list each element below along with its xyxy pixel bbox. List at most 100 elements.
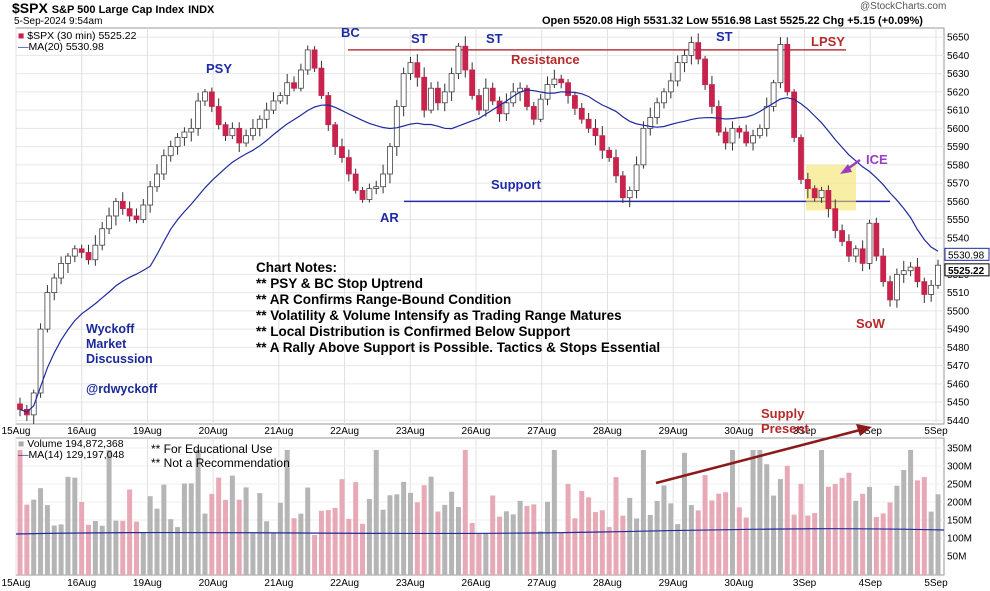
volume-bar: [113, 520, 119, 575]
candle-body: [914, 266, 921, 283]
volume-bar: [120, 520, 126, 575]
volume-bar: [243, 487, 249, 575]
candle-body: [839, 230, 845, 242]
candle-body: [496, 100, 503, 115]
candle-body: [393, 106, 400, 148]
candle-body: [352, 173, 359, 191]
volume-x-tick-label: 30Aug: [724, 578, 753, 589]
candle-body: [654, 102, 661, 118]
candle-body: [92, 244, 99, 261]
candle-body: [51, 277, 58, 294]
candle-body: [928, 284, 935, 295]
volume-bar: [812, 513, 818, 575]
volume-bar: [298, 513, 304, 575]
volume-bar: [860, 493, 866, 575]
volume-bar: [17, 450, 23, 575]
volume-bar: [551, 450, 557, 575]
volume-bar: [229, 475, 235, 575]
volume-bar: [86, 524, 92, 575]
x-tick-label: 23Aug: [396, 426, 425, 437]
volume-bar: [154, 508, 160, 575]
candle-body: [119, 200, 126, 210]
volume-bar: [702, 475, 708, 575]
note-line-1: ** PSY & BC Stop Uptrend: [256, 276, 424, 291]
volume-bar: [469, 522, 475, 575]
candle-body: [866, 222, 873, 264]
volume-bar: [421, 485, 427, 575]
candle-body: [421, 76, 428, 111]
candle-body: [154, 173, 160, 188]
volume-bar: [332, 507, 338, 575]
candle-body: [619, 175, 626, 199]
volume-bar: [634, 518, 640, 575]
volume-legend-label: Volume 194,872,368: [27, 438, 124, 450]
volume-bar: [428, 476, 434, 575]
label-psy: PSY: [206, 61, 233, 76]
candle-body: [921, 281, 928, 295]
price-tick-label: 5610: [947, 106, 970, 117]
candle-body: [585, 118, 592, 129]
volume-bar: [305, 487, 311, 575]
volume-bar: [168, 519, 174, 575]
volume-bar: [503, 511, 509, 575]
candle-body: [30, 392, 37, 416]
price-tick-label: 5490: [947, 325, 970, 336]
x-tick-label: 27Aug: [527, 426, 556, 437]
price-tick-label: 5440: [947, 416, 970, 427]
candle-body: [195, 100, 202, 129]
candle-body: [544, 84, 551, 100]
volume-bar: [928, 511, 934, 575]
price-tick-label: 5500: [947, 306, 970, 317]
candle-body: [750, 135, 756, 144]
candle-body: [380, 173, 386, 188]
volume-bar: [65, 476, 71, 575]
volume-bar: [531, 504, 537, 575]
price-tick-label: 5620: [947, 87, 970, 98]
volume-bar: [771, 495, 777, 575]
candle-body: [174, 137, 181, 148]
candle-body: [606, 149, 613, 158]
candle-body: [304, 49, 311, 71]
label-bc: BC: [341, 25, 360, 40]
volume-bar: [264, 521, 270, 575]
volume-bar: [894, 485, 900, 575]
exchange: INDX: [188, 4, 215, 16]
volume-bar: [462, 450, 468, 575]
volume-legend: ■ Volume 194,872,368: [18, 438, 124, 450]
volume-bar: [476, 533, 482, 575]
volume-x-tick-label: 20Aug: [199, 578, 228, 589]
volume-bar: [935, 494, 941, 575]
candle-body: [428, 87, 434, 111]
volume-bar: [346, 518, 352, 575]
label-supply: Supply: [761, 406, 805, 421]
volume-bar: [695, 510, 701, 575]
volume-x-tick-label: 26Aug: [462, 578, 491, 589]
volume-bar: [353, 482, 359, 575]
price-tick-label: 5640: [947, 51, 970, 62]
volume-tick-label: 350M: [947, 444, 972, 455]
edu-note: ** For Educational Use: [151, 442, 273, 456]
volume-bar: [58, 524, 64, 575]
label-present: Present: [761, 421, 809, 436]
candle-body: [907, 266, 914, 272]
candle-body: [215, 106, 222, 126]
candle-body: [407, 62, 414, 75]
label-st-3: ST: [716, 29, 733, 44]
candle-body: [160, 155, 167, 175]
label-st-1: ST: [411, 31, 428, 46]
candle-body: [859, 248, 866, 264]
volume-bar: [270, 532, 276, 575]
volume-bar: [99, 525, 105, 575]
candle-body: [332, 124, 339, 148]
volume-bar: [312, 534, 318, 575]
chart-datetime: 5-Sep-2024 9:54am: [14, 16, 103, 27]
candle-body: [243, 135, 249, 144]
price-tick-label: 5650: [947, 33, 970, 44]
candle-body: [729, 127, 736, 144]
candle-body: [893, 273, 900, 301]
volume-x-tick-label: 19Aug: [133, 578, 162, 589]
candle-body: [599, 135, 606, 151]
candle-body: [681, 54, 688, 64]
volume-bar: [106, 450, 112, 575]
